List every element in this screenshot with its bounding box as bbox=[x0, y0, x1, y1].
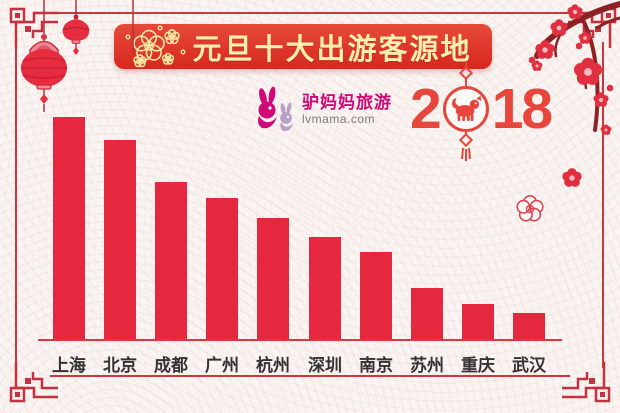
chinese-knot-icon bbox=[458, 129, 473, 161]
plum-blossom-icon bbox=[531, 60, 543, 71]
year-zero-ring bbox=[442, 61, 489, 161]
plum-blossom-icon bbox=[600, 124, 612, 135]
plum-branch-icon bbox=[528, 1, 620, 135]
bar-label: 杭州 bbox=[256, 356, 290, 375]
page-title: 元旦十大出游客源地 bbox=[192, 33, 472, 66]
plum-bud-icon bbox=[125, 34, 131, 40]
plum-blossom-icon bbox=[161, 52, 175, 65]
bar bbox=[104, 140, 136, 339]
plum-blossom-icon bbox=[133, 29, 165, 61]
bar-label: 南京 bbox=[359, 356, 393, 375]
chinese-knot-icon bbox=[458, 61, 473, 89]
bar bbox=[360, 252, 392, 339]
bar-label: 深圳 bbox=[308, 356, 342, 375]
corner-fret-icon bbox=[9, 7, 58, 48]
frame-border-top bbox=[50, 12, 578, 14]
logo-brand-text: 驴妈妈旅游 bbox=[302, 92, 392, 112]
plum-blossom-icon bbox=[125, 25, 186, 68]
plum-bud-icon bbox=[157, 25, 163, 31]
plum-blossom-icon bbox=[535, 40, 555, 59]
lantern-icon bbox=[21, 0, 134, 112]
plum-bud-icon bbox=[575, 42, 583, 50]
bar bbox=[309, 237, 341, 339]
plum-blossom-icon bbox=[562, 168, 582, 187]
frame-border-bottom bbox=[50, 375, 570, 377]
plum-blossom-icon bbox=[516, 195, 544, 222]
bar-label: 北京 bbox=[103, 356, 137, 375]
plum-bud-icon bbox=[528, 56, 536, 64]
plum-blossom-icon bbox=[567, 4, 583, 19]
bar bbox=[411, 288, 443, 339]
lvmama-logo: 驴妈妈旅游 lvmama.com bbox=[250, 86, 392, 134]
logo-domain-text: lvmama.com bbox=[302, 112, 376, 127]
bar-label: 上海 bbox=[52, 356, 86, 375]
corner-fret-icon bbox=[9, 362, 58, 403]
plum-bud-icon bbox=[606, 84, 614, 92]
rabbit-mascot-icon bbox=[258, 86, 293, 132]
bar-label: 成都 bbox=[154, 356, 188, 375]
plum-bud-icon bbox=[180, 49, 186, 55]
bar bbox=[53, 117, 85, 339]
zodiac-dog-icon bbox=[451, 95, 482, 122]
bar-label: 苏州 bbox=[410, 356, 444, 375]
plum-blossom-icon bbox=[133, 54, 147, 68]
plum-blossom-icon bbox=[593, 92, 609, 107]
bar bbox=[155, 182, 187, 339]
frame-border-left bbox=[15, 38, 17, 368]
bar bbox=[257, 218, 289, 339]
year-digit: 2 bbox=[410, 77, 442, 141]
bar-label: 广州 bbox=[205, 356, 239, 375]
bar bbox=[462, 304, 494, 339]
title-banner: 元旦十大出游客源地 bbox=[114, 24, 492, 69]
year-digit: 18 bbox=[491, 77, 553, 141]
bar bbox=[206, 198, 238, 339]
bar-label: 重庆 bbox=[461, 356, 495, 375]
year-2018-badge: 2 bbox=[410, 61, 553, 161]
plum-blossom-icon bbox=[574, 57, 602, 85]
frame-border-right bbox=[602, 42, 604, 368]
plum-blossom-icon bbox=[164, 28, 180, 45]
chart-baseline bbox=[38, 339, 562, 341]
plum-blossom-icon bbox=[578, 31, 592, 44]
plum-blossom-icon bbox=[550, 19, 568, 36]
bar-label: 武汉 bbox=[512, 356, 546, 375]
corner-fret-icon bbox=[562, 362, 611, 403]
bar bbox=[513, 313, 545, 339]
